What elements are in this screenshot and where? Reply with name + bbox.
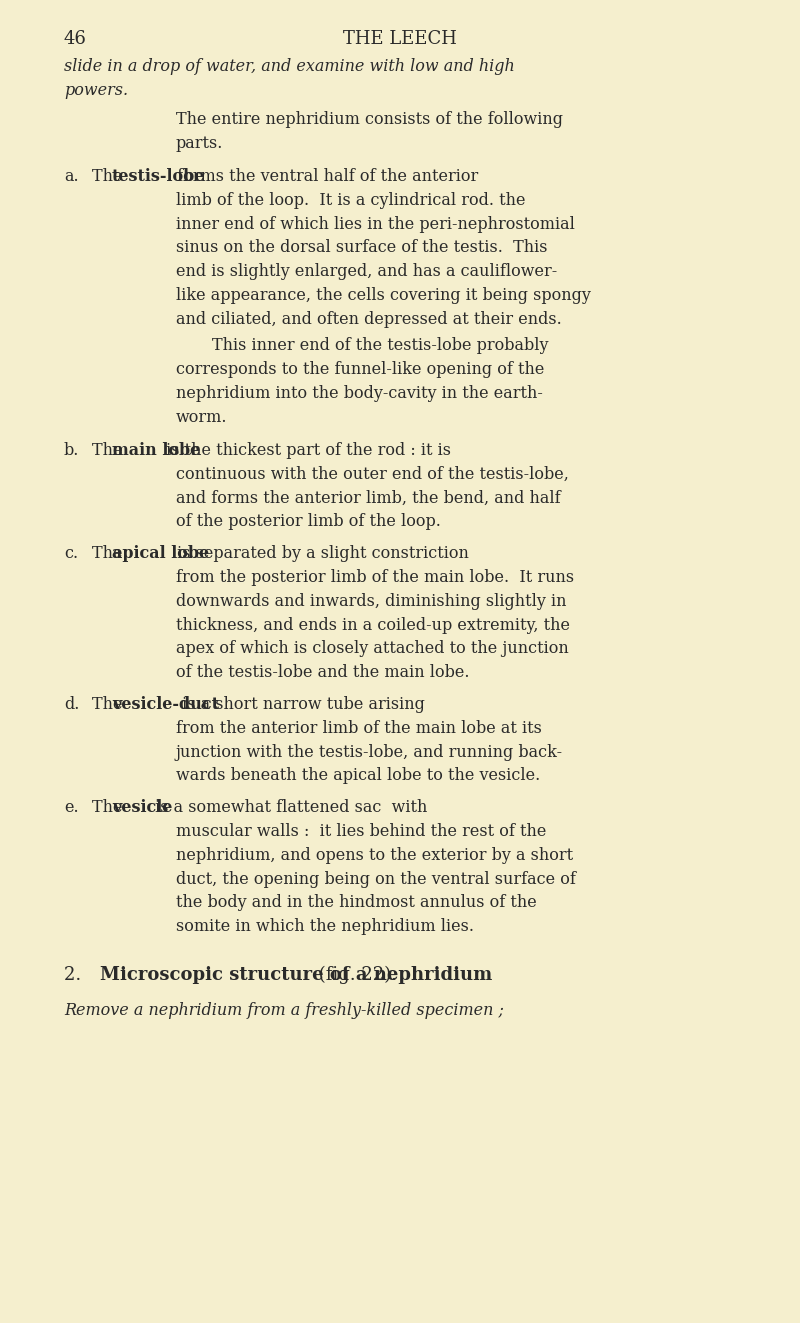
Text: and ciliated, and often depressed at their ends.: and ciliated, and often depressed at the… <box>176 311 562 328</box>
Text: This inner end of the testis-lobe probably: This inner end of the testis-lobe probab… <box>212 337 549 355</box>
Text: from the anterior limb of the main lobe at its: from the anterior limb of the main lobe … <box>176 720 542 737</box>
Text: (fig. 22).: (fig. 22). <box>313 966 397 984</box>
Text: The: The <box>92 442 128 459</box>
Text: 46: 46 <box>64 30 87 49</box>
Text: duct, the opening being on the ventral surface of: duct, the opening being on the ventral s… <box>176 871 576 888</box>
Text: of the posterior limb of the loop.: of the posterior limb of the loop. <box>176 513 441 531</box>
Text: inner end of which lies in the peri-nephrostomial: inner end of which lies in the peri-neph… <box>176 216 575 233</box>
Text: apical lobe: apical lobe <box>112 545 209 562</box>
Text: from the posterior limb of the main lobe.  It runs: from the posterior limb of the main lobe… <box>176 569 574 586</box>
Text: c.: c. <box>64 545 78 562</box>
Text: THE LEECH: THE LEECH <box>343 30 457 49</box>
Text: 2.: 2. <box>64 966 87 984</box>
Text: b.: b. <box>64 442 79 459</box>
Text: sinus on the dorsal surface of the testis.  This: sinus on the dorsal surface of the testi… <box>176 239 547 257</box>
Text: The: The <box>92 168 128 185</box>
Text: vesicle: vesicle <box>112 799 172 816</box>
Text: nephridium, and opens to the exterior by a short: nephridium, and opens to the exterior by… <box>176 847 573 864</box>
Text: thickness, and ends in a coiled-up extremity, the: thickness, and ends in a coiled-up extre… <box>176 617 570 634</box>
Text: slide in a drop of water, and examine with low and high: slide in a drop of water, and examine wi… <box>64 58 514 75</box>
Text: corresponds to the funnel-like opening of the: corresponds to the funnel-like opening o… <box>176 361 544 378</box>
Text: a.: a. <box>64 168 78 185</box>
Text: limb of the loop.  It is a cylindrical rod. the: limb of the loop. It is a cylindrical ro… <box>176 192 526 209</box>
Text: downwards and inwards, diminishing slightly in: downwards and inwards, diminishing sligh… <box>176 593 566 610</box>
Text: apex of which is closely attached to the junction: apex of which is closely attached to the… <box>176 640 569 658</box>
Text: Remove a nephridium from a freshly-killed specimen ;: Remove a nephridium from a freshly-kille… <box>64 1002 504 1019</box>
Text: forms the ventral half of the anterior: forms the ventral half of the anterior <box>172 168 478 185</box>
Text: like appearance, the cells covering it being spongy: like appearance, the cells covering it b… <box>176 287 591 304</box>
Text: Microscopic structure of a nephridium: Microscopic structure of a nephridium <box>100 966 492 984</box>
Text: is the thickest part of the rod : it is: is the thickest part of the rod : it is <box>161 442 451 459</box>
Text: somite in which the nephridium lies.: somite in which the nephridium lies. <box>176 918 474 935</box>
Text: muscular walls :  it lies behind the rest of the: muscular walls : it lies behind the rest… <box>176 823 546 840</box>
Text: and forms the anterior limb, the bend, and half: and forms the anterior limb, the bend, a… <box>176 490 561 507</box>
Text: parts.: parts. <box>176 135 223 152</box>
Text: The: The <box>92 545 128 562</box>
Text: The entire nephridium consists of the following: The entire nephridium consists of the fo… <box>176 111 563 128</box>
Text: wards beneath the apical lobe to the vesicle.: wards beneath the apical lobe to the ves… <box>176 767 540 785</box>
Text: powers.: powers. <box>64 82 128 99</box>
Text: is a short narrow tube arising: is a short narrow tube arising <box>177 696 425 713</box>
Text: is a somewhat flattened sac  with: is a somewhat flattened sac with <box>150 799 427 816</box>
Text: of the testis-lobe and the main lobe.: of the testis-lobe and the main lobe. <box>176 664 470 681</box>
Text: vesicle-duct: vesicle-duct <box>112 696 219 713</box>
Text: The: The <box>92 799 128 816</box>
Text: the body and in the hindmost annulus of the: the body and in the hindmost annulus of … <box>176 894 537 912</box>
Text: junction with the testis-lobe, and running back-: junction with the testis-lobe, and runni… <box>176 744 563 761</box>
Text: worm.: worm. <box>176 409 227 426</box>
Text: end is slightly enlarged, and has a cauliflower-: end is slightly enlarged, and has a caul… <box>176 263 558 280</box>
Text: testis-lobe: testis-lobe <box>112 168 206 185</box>
Text: nephridium into the body-cavity in the earth-: nephridium into the body-cavity in the e… <box>176 385 543 402</box>
Text: continuous with the outer end of the testis-lobe,: continuous with the outer end of the tes… <box>176 466 569 483</box>
Text: e.: e. <box>64 799 78 816</box>
Text: d.: d. <box>64 696 79 713</box>
Text: main lobe: main lobe <box>112 442 200 459</box>
Text: The: The <box>92 696 128 713</box>
Text: is separated by a slight constriction: is separated by a slight constriction <box>172 545 469 562</box>
